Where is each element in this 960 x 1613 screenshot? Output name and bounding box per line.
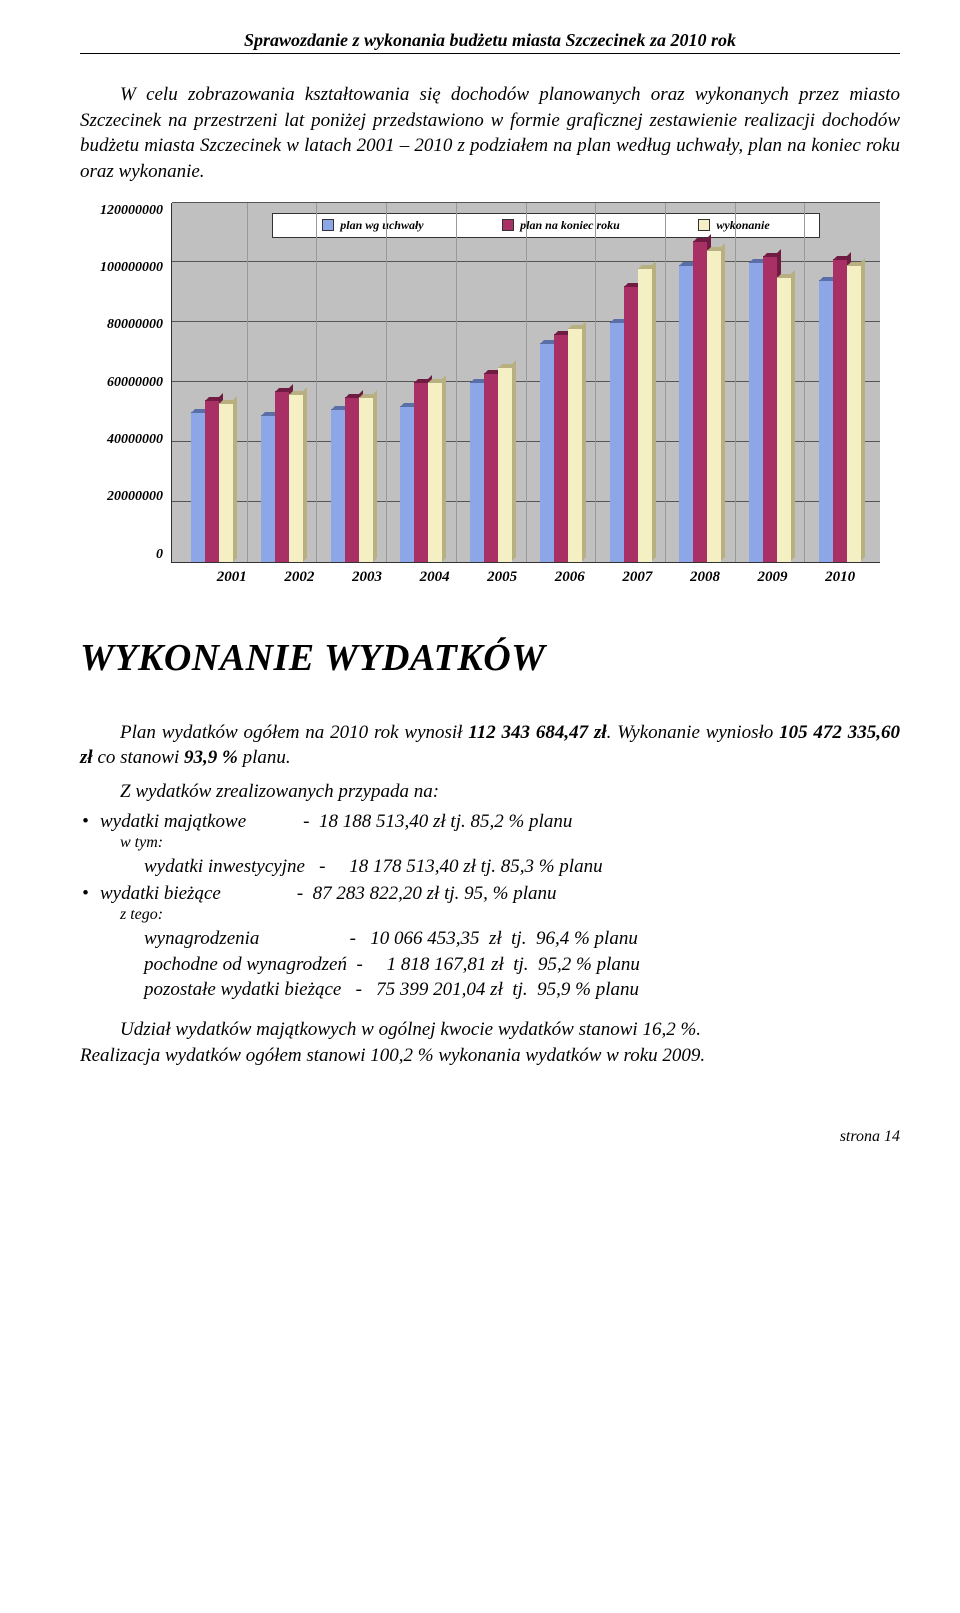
x-tick: 2006 (536, 569, 604, 586)
x-tick: 2008 (671, 569, 739, 586)
bold-value: 112 343 684,47 zł (468, 722, 606, 743)
x-tick: 2003 (333, 569, 401, 586)
bar (428, 382, 442, 562)
year-group (666, 203, 736, 562)
text: . Wykonanie wyniosło (607, 722, 779, 743)
bar (624, 286, 638, 561)
bar (484, 373, 498, 561)
bar (749, 262, 763, 561)
y-tick: 100000000 (100, 260, 163, 276)
bar (610, 322, 624, 561)
page-header: Sprawozdanie z wykonania budżetu miasta … (80, 30, 900, 54)
x-tick: 2001 (198, 569, 266, 586)
x-axis: 2001200220032004200520062007200820092010 (192, 569, 880, 586)
y-tick: 40000000 (100, 432, 163, 448)
bar (498, 367, 512, 561)
x-tick: 2004 (401, 569, 469, 586)
list-lead: Z wydatków zrealizowanych przypada na: (80, 781, 900, 803)
bar (470, 382, 484, 562)
bar (345, 397, 359, 562)
bar (568, 328, 582, 561)
bar (289, 394, 303, 562)
year-group (527, 203, 597, 562)
bar (540, 343, 554, 561)
year-group (248, 203, 318, 562)
x-tick: 2005 (468, 569, 536, 586)
year-group (805, 203, 874, 562)
bar (693, 241, 707, 561)
bar (777, 277, 791, 561)
y-tick: 80000000 (100, 317, 163, 333)
year-group (387, 203, 457, 562)
intro-paragraph: W celu zobrazowania kształtowania się do… (80, 82, 900, 185)
year-group (736, 203, 806, 562)
sub-note: w tym: (120, 833, 900, 854)
x-tick: 2002 (266, 569, 334, 586)
page-footer: strona 14 (80, 1128, 900, 1146)
sub-line: pozostałe wydatki bieżące - 75 399 201,0… (144, 977, 900, 1003)
item-value: - 18 188 513,40 zł tj. 85,2 % planu (303, 811, 572, 832)
text: co stanowi (93, 747, 184, 768)
bar (847, 265, 861, 561)
section-title: WYKONANIE WYDATKÓW (80, 636, 900, 680)
bar (833, 259, 847, 561)
x-tick: 2009 (739, 569, 807, 586)
text: Plan wydatków ogółem na 2010 rok wynosił (120, 722, 468, 743)
conclusion-2: Realizacja wydatków ogółem stanowi 100,2… (80, 1043, 900, 1069)
expense-list: wydatki majątkowe - 18 188 513,40 zł tj.… (80, 811, 900, 1003)
chart-container: 120000000 100000000 80000000 60000000 400000… (100, 203, 880, 586)
sub-line: pochodne od wynagrodzeń - 1 818 167,81 z… (144, 952, 900, 978)
x-tick: 2007 (604, 569, 672, 586)
year-group (178, 203, 248, 562)
bar (763, 256, 777, 561)
sub-line: wydatki inwestycyjne - 18 178 513,40 zł … (144, 854, 900, 880)
y-tick: 20000000 (100, 489, 163, 505)
bar (205, 400, 219, 562)
sub-note: z tego: (120, 905, 900, 926)
conclusion-1: Udział wydatków majątkowych w ogólnej kw… (80, 1017, 900, 1043)
list-item: wydatki majątkowe - 18 188 513,40 zł tj.… (80, 811, 900, 879)
y-tick: 60000000 (100, 375, 163, 391)
y-tick: 0 (100, 547, 163, 563)
bar (219, 403, 233, 562)
y-axis: 120000000 100000000 80000000 60000000 400000… (100, 203, 171, 563)
bar (414, 382, 428, 562)
sub-line: wynagrodzenia - 10 066 453,35 zł tj. 96,… (144, 926, 900, 952)
bar (679, 265, 693, 561)
bar (359, 397, 373, 562)
bar (707, 250, 721, 561)
year-group (317, 203, 387, 562)
bar (331, 409, 345, 562)
text: planu. (238, 747, 291, 768)
bar (261, 415, 275, 562)
paragraph-1: Plan wydatków ogółem na 2010 rok wynosił… (80, 720, 900, 771)
plot-area: plan wg uchwałyplan na koniec rokuwykona… (171, 203, 880, 563)
item-value: - 87 283 822,20 zł tj. 95, % planu (297, 883, 557, 904)
item-label: wydatki majątkowe (100, 811, 246, 832)
bar (275, 391, 289, 562)
year-group (596, 203, 666, 562)
y-tick: 120000000 (100, 203, 163, 219)
bar (638, 268, 652, 561)
bar (819, 280, 833, 561)
bar (191, 412, 205, 562)
x-tick: 2010 (806, 569, 874, 586)
list-item: wydatki bieżące - 87 283 822,20 zł tj. 9… (80, 883, 900, 1003)
year-group (457, 203, 527, 562)
bold-value: 93,9 % (184, 747, 238, 768)
bar (554, 334, 568, 561)
bar (400, 406, 414, 562)
item-label: wydatki bieżące (100, 883, 221, 904)
